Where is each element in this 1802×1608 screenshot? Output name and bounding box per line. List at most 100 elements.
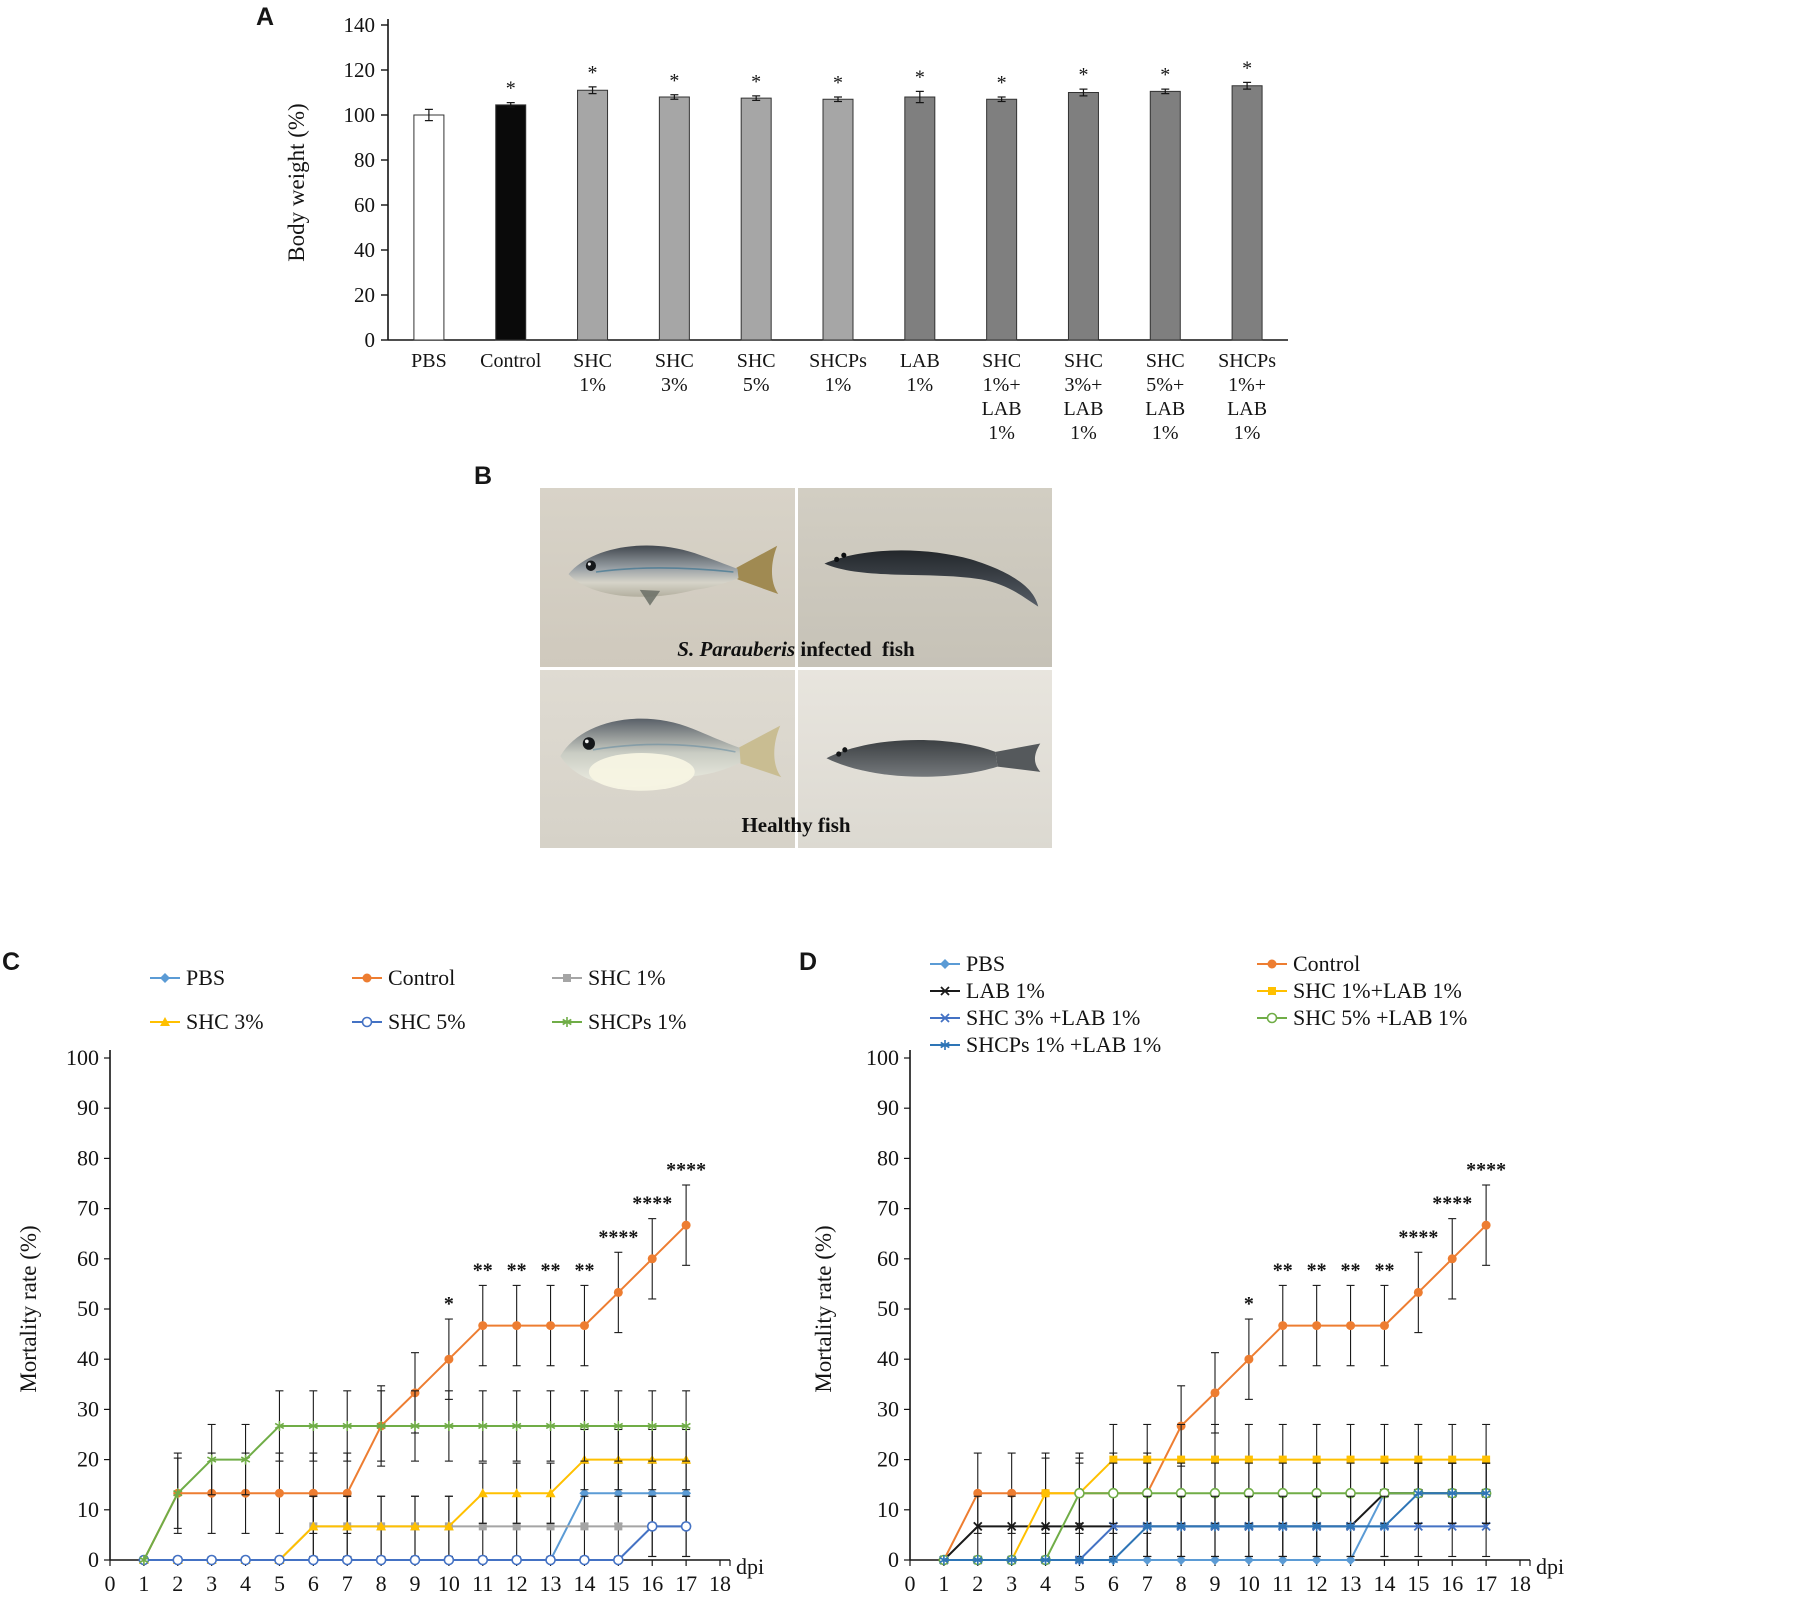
marker-asterisk	[1481, 1488, 1491, 1499]
marker-asterisk	[1345, 1521, 1356, 1532]
sig-mark: *	[444, 1293, 454, 1315]
sig-mark: *	[588, 62, 598, 84]
category-label: SHC	[982, 350, 1021, 372]
svg-text:80: 80	[354, 148, 375, 172]
svg-text:18: 18	[709, 1571, 731, 1596]
legend-item-SHC 5% +LAB 1%: SHC 5% +LAB 1%	[1257, 1005, 1467, 1030]
svg-text:14: 14	[573, 1571, 595, 1596]
marker-square	[478, 1522, 487, 1531]
svg-text:15: 15	[1407, 1571, 1429, 1596]
category-label: SHC	[1064, 350, 1103, 372]
svg-text:50: 50	[877, 1296, 899, 1321]
marker-asterisk	[562, 1017, 572, 1027]
sig-mark: *	[915, 66, 925, 88]
marker-asterisk	[376, 1420, 386, 1431]
svg-text:2: 2	[972, 1571, 983, 1596]
svg-text:6: 6	[1108, 1571, 1119, 1596]
marker-square	[1244, 1455, 1253, 1464]
marker-square	[512, 1522, 521, 1531]
marker-asterisk	[579, 1420, 590, 1431]
sig-mark: *	[997, 72, 1007, 94]
marker-asterisk	[939, 1555, 949, 1565]
svg-text:0: 0	[105, 1571, 116, 1596]
infected-fish-top-photo	[797, 488, 1052, 667]
category-label: 1%	[579, 374, 606, 396]
category-label: LAB	[900, 350, 940, 372]
marker-asterisk	[1379, 1521, 1390, 1532]
svg-text:40: 40	[877, 1346, 899, 1371]
legend-label: PBS	[186, 965, 225, 990]
series-SHCPs 1% +LAB 1%	[939, 1462, 1491, 1565]
marker-circle	[1267, 959, 1277, 969]
infected-fish-caption: S. Parauberis infected fish	[540, 637, 1052, 662]
panel-d-label: D	[799, 948, 818, 976]
marker-diamond	[1277, 1555, 1288, 1565]
svg-text:30: 30	[77, 1396, 99, 1421]
bar-SHCPs 1%+LAB 1%	[1231, 85, 1263, 341]
svg-text:17: 17	[1475, 1571, 1497, 1596]
legend-label: SHC 3% +LAB 1%	[966, 1005, 1140, 1030]
sig-mark: ****	[1398, 1226, 1438, 1248]
svg-text:0: 0	[905, 1571, 916, 1596]
category-label: 1%	[1234, 422, 1261, 444]
legend-item-Control: Control	[352, 965, 455, 990]
fish-eye	[840, 552, 846, 558]
legend-label: SHC 1%	[588, 965, 666, 990]
svg-text:2: 2	[172, 1571, 183, 1596]
marker-asterisk	[973, 1555, 983, 1565]
svg-text:3: 3	[1006, 1571, 1017, 1596]
svg-text:100: 100	[866, 1045, 899, 1070]
svg-text:10: 10	[1238, 1571, 1260, 1596]
fish-tail	[736, 545, 779, 595]
svg-text:4: 4	[1040, 1571, 1051, 1596]
category-label: 1%	[988, 422, 1015, 444]
y-axis-label: Mortality rate (%)	[811, 1225, 836, 1392]
marker-x	[940, 986, 950, 996]
category-label: 1%+	[983, 374, 1021, 396]
category-label: 1%	[1070, 422, 1097, 444]
body-weight-bar-chart: 0 20 40 60 80 100 120 140 Body weight (%) PBS * Con…	[284, 13, 1288, 444]
category-label: 5%+	[1146, 374, 1184, 396]
legend-label: SHC 5% +LAB 1%	[1293, 1005, 1467, 1030]
bar-chart-body_weight_bar: 0 20 40 60 80 100 120 140 Body weight (%) PBS * Con…	[284, 13, 1288, 444]
svg-text:6: 6	[308, 1571, 319, 1596]
svg-text:120: 120	[344, 58, 376, 82]
svg-text:0: 0	[888, 1547, 899, 1572]
fish-eye	[585, 560, 596, 571]
marker-diamond	[160, 973, 170, 983]
svg-text:20: 20	[877, 1447, 899, 1472]
fish-body	[826, 739, 998, 777]
fish-eye	[582, 736, 595, 750]
healthy-side-drawing	[560, 718, 782, 791]
sig-mark: **	[473, 1259, 493, 1281]
svg-text:20: 20	[354, 283, 375, 307]
marker-x	[940, 1013, 950, 1023]
marker-triangle	[308, 1521, 319, 1531]
marker-square	[1346, 1455, 1355, 1464]
infected-fish-side-photo	[540, 488, 795, 667]
sig-mark: *	[506, 78, 516, 100]
sig-mark: *	[751, 71, 761, 93]
category-label: LAB	[982, 398, 1022, 420]
healthy-fish-caption: Healthy fish	[741, 813, 851, 837]
marker-circle	[444, 1354, 454, 1364]
svg-text:80: 80	[77, 1145, 99, 1170]
legend-item-SHC 1%+LAB 1%: SHC 1%+LAB 1%	[1257, 978, 1462, 1003]
marker-open-circle	[361, 1016, 373, 1028]
marker-square	[1211, 1455, 1219, 1464]
category-label: 1%	[1152, 422, 1179, 444]
panel-a-label: A	[256, 3, 275, 31]
bar-SHC 5%	[740, 97, 772, 341]
svg-text:40: 40	[354, 238, 375, 262]
marker-diamond	[1142, 1555, 1153, 1565]
sig-mark: **	[1307, 1259, 1327, 1281]
marker-circle	[478, 1321, 488, 1331]
infected-caption-species: S. Parauberis	[677, 636, 796, 661]
svg-text:7: 7	[1142, 1571, 1153, 1596]
legend-item-SHC 5%: SHC 5%	[352, 1009, 466, 1034]
infected-side-drawing	[568, 545, 779, 606]
svg-text:13: 13	[1340, 1571, 1362, 1596]
legend-item-SHC 1%: SHC 1%	[552, 965, 666, 990]
